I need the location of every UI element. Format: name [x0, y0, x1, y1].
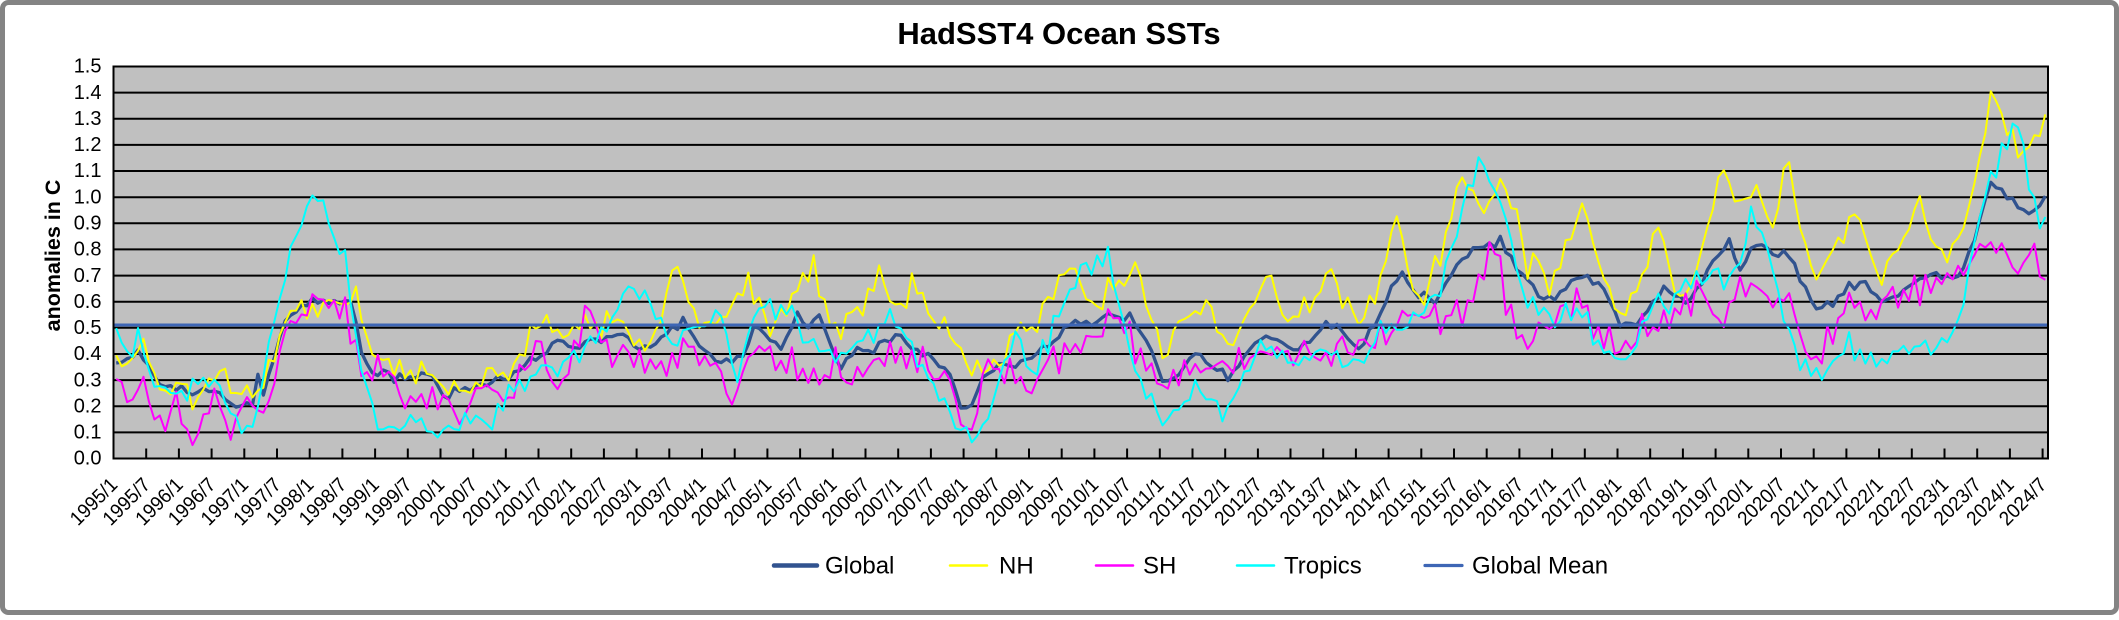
svg-text:0.3: 0.3	[74, 369, 102, 391]
svg-text:0.2: 0.2	[74, 395, 102, 417]
svg-text:1.2: 1.2	[74, 134, 102, 156]
svg-text:0.6: 0.6	[74, 291, 102, 313]
svg-text:0.1: 0.1	[74, 422, 102, 444]
svg-text:Global: Global	[825, 553, 894, 580]
svg-text:0.4: 0.4	[74, 343, 102, 365]
svg-text:1.3: 1.3	[74, 108, 102, 130]
svg-text:Global Mean: Global Mean	[1472, 553, 1608, 580]
svg-text:1.0: 1.0	[74, 186, 102, 208]
svg-text:HadSST4 Ocean SSTs: HadSST4 Ocean SSTs	[897, 16, 1220, 51]
svg-text:1.5: 1.5	[74, 56, 102, 78]
svg-text:0.0: 0.0	[74, 448, 102, 470]
svg-text:NH: NH	[999, 553, 1034, 580]
svg-text:anomalies in C: anomalies in C	[41, 180, 65, 332]
svg-text:1.4: 1.4	[74, 82, 102, 104]
svg-text:0.9: 0.9	[74, 213, 102, 235]
svg-text:0.8: 0.8	[74, 239, 102, 261]
svg-text:Tropics: Tropics	[1284, 553, 1362, 580]
svg-text:1.1: 1.1	[74, 160, 102, 182]
svg-text:0.5: 0.5	[74, 317, 102, 339]
svg-text:SH: SH	[1143, 553, 1176, 580]
svg-text:0.7: 0.7	[74, 265, 102, 287]
